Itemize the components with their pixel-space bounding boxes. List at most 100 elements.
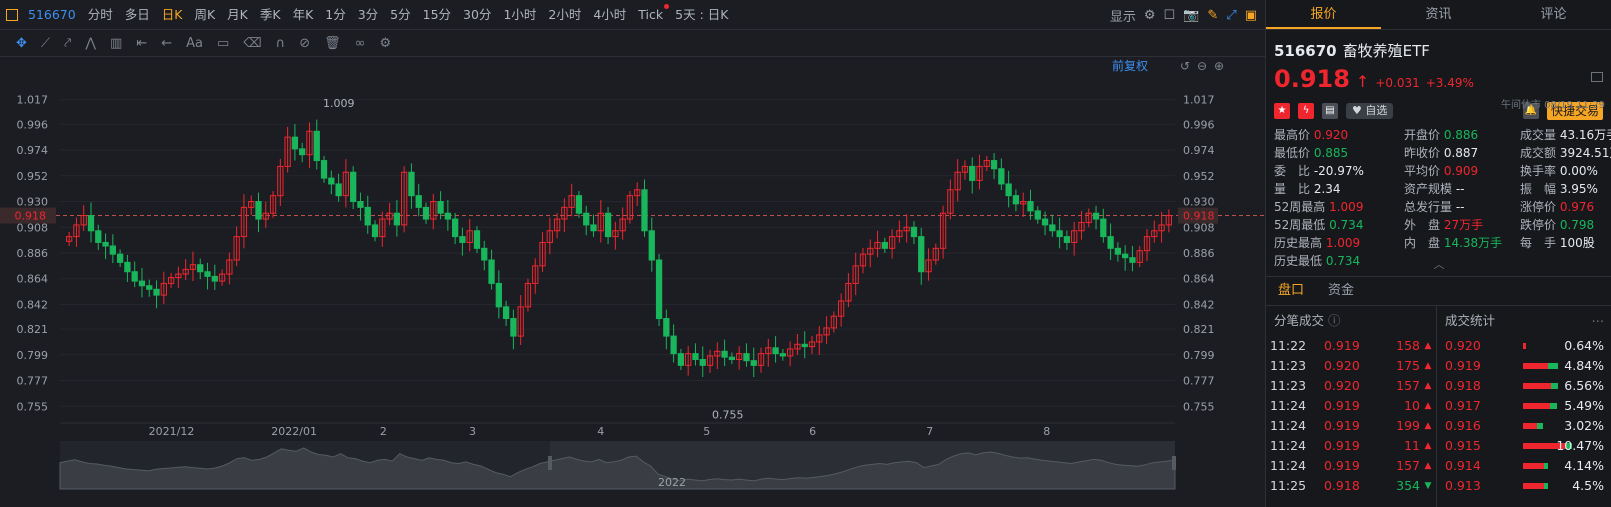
range-tool-icon[interactable]: ⇤ (136, 36, 148, 51)
zoom-out-icon[interactable]: ⊖ (1197, 59, 1207, 73)
bolt-icon[interactable]: ϟ (1298, 103, 1314, 119)
bell-icon[interactable]: 🔔 (1522, 103, 1539, 119)
arrow-tool-icon[interactable]: ← (161, 36, 173, 51)
period-tab[interactable]: 15分 (422, 6, 452, 22)
gear-icon[interactable]: ⚙ (1143, 7, 1156, 23)
candle-body (823, 327, 830, 336)
period-tab[interactable]: 分时 (87, 6, 113, 22)
period-tab[interactable]: 5天 : 日K (675, 6, 729, 22)
quote-field-label: 委 比 (1274, 164, 1314, 178)
checkbox-icon[interactable]: ☐ (1163, 7, 1176, 23)
navigator-handle-left[interactable] (548, 456, 552, 470)
period-tab[interactable]: 1小时 (503, 6, 537, 22)
fib-tool-icon[interactable]: ▥ (110, 36, 123, 51)
x-tick-label: 6 (809, 425, 816, 438)
candle-body (808, 341, 816, 348)
ray-tool-icon[interactable]: ⤤ (64, 36, 72, 51)
quote-tab[interactable]: 资讯 (1425, 7, 1452, 22)
quote-field-value: 0.885 (1313, 146, 1349, 160)
y-tick-label: 0.952 (17, 170, 49, 183)
quick-trade-button[interactable]: 快捷交易 (1546, 102, 1603, 120)
adjust-mode-button[interactable]: 前复权 (1112, 58, 1148, 73)
wave-tool-icon[interactable]: ⋀ (85, 36, 97, 51)
stat-percent: 3.02% (1564, 418, 1604, 433)
last-price-tag-left (0, 207, 56, 224)
popout-icon[interactable] (1591, 72, 1603, 82)
settings-icon[interactable]: ⚙ (379, 36, 392, 51)
period-tab[interactable]: 月K (227, 6, 248, 22)
line-tool-icon[interactable]: ⟋ (40, 36, 51, 51)
link-icon[interactable]: ∞ (354, 36, 366, 51)
kline-chart[interactable]: 前复权 ↺ ⊖ ⊕ 1.017 1.017 0.996 0.996 0.974 0.974 0.95… (0, 58, 1265, 507)
camera-icon[interactable]: 📷 (1183, 7, 1200, 23)
quote-tab[interactable]: 评论 (1540, 7, 1567, 22)
collapse-chevron-icon[interactable]: ︿ (1433, 258, 1445, 271)
candle-body (211, 275, 218, 282)
chart-panel: 516670 分时 多日 日K 周K 月K 季K 年K 1分 3分 5分 15分 30分 1小时 2小时 4… (0, 0, 1265, 507)
period-tab[interactable]: 日K (161, 6, 183, 22)
candle-body (787, 348, 794, 357)
quote-field-value: 0.909 (1443, 164, 1479, 178)
magnet-icon[interactable]: ∩ (275, 36, 286, 51)
star-flag-icon[interactable]: ★ (1274, 103, 1290, 119)
text-tool[interactable]: Aa (186, 36, 203, 51)
navigator-handle-right[interactable] (1172, 456, 1176, 470)
candle-body (794, 343, 801, 350)
candle-body (830, 315, 837, 329)
quote-tab[interactable]: 报价 (1266, 0, 1381, 29)
quote-panel: 报价 资讯 评论 516670 畜牧养殖ETF 0.918 ↑ +0.031 +3.4… (1265, 0, 1611, 507)
candle-body (1071, 230, 1078, 243)
candle-body (415, 195, 422, 208)
zoom-in-icon[interactable]: ⊕ (1214, 59, 1224, 73)
note-icon[interactable]: ▤ (1322, 103, 1338, 119)
candle-body (1020, 201, 1027, 205)
period-tab[interactable]: 5分 (390, 6, 411, 22)
candle-body (546, 230, 553, 243)
period-tab[interactable]: 多日 (124, 6, 150, 22)
navigator-year-label: 2022 (658, 476, 686, 489)
period-tab[interactable]: 2小时 (548, 6, 582, 22)
symbol-code[interactable]: 516670 (28, 6, 76, 22)
kline-svg[interactable]: 前复权 ↺ ⊖ ⊕ 1.017 1.017 0.996 0.996 0.974 0.974 0.95… (0, 58, 1265, 507)
quote-field-label: 涨停价 (1520, 200, 1560, 214)
period-tab[interactable]: 季K (259, 6, 281, 22)
candle-body (765, 347, 772, 355)
candle-body (801, 343, 808, 348)
period-tab[interactable]: 4小时 (593, 6, 627, 22)
candle-body (692, 353, 699, 360)
trash-icon[interactable]: 🗑 (324, 36, 341, 51)
layout-icon[interactable] (6, 8, 18, 21)
depth-tab[interactable]: 资金 (1328, 283, 1355, 298)
depth-tab[interactable]: 盘口 (1278, 283, 1305, 298)
crosshair-icon[interactable]: ✥ (16, 36, 27, 51)
quote-field-value: 43.16万手 (1559, 128, 1611, 142)
eraser-icon[interactable]: ⌫ (243, 36, 262, 51)
more-icon[interactable]: ⋯ (1591, 313, 1605, 328)
candle-body (568, 195, 575, 208)
period-tab[interactable]: 3分 (357, 6, 379, 22)
quote-field: 涨停价 0.976 (1520, 199, 1611, 215)
change-value: +0.031 (1375, 76, 1420, 90)
candle-body (1027, 201, 1034, 212)
pencil-icon[interactable]: ✎ (1207, 7, 1219, 23)
expand-icon[interactable]: ⤢ (1226, 7, 1237, 23)
candle-body (430, 201, 437, 220)
period-tab[interactable]: Tick (632, 0, 669, 30)
help-icon[interactable]: ⓘ (1328, 313, 1341, 328)
eye-off-icon[interactable]: ⊘ (299, 36, 311, 51)
candle-body (371, 224, 379, 238)
stats-header: 成交统计 ⋯ (1437, 306, 1611, 336)
period-tab[interactable]: 周K (194, 6, 216, 22)
period-tab[interactable]: 年K (292, 6, 314, 22)
comment-icon[interactable]: ▭ (216, 36, 230, 51)
price-line: 0.918 ↑ +0.031 +3.49% (1274, 65, 1603, 93)
display-button[interactable]: 显示 (1109, 9, 1136, 25)
period-tab[interactable]: 30分 (463, 6, 492, 22)
sidebar-toggle-icon[interactable]: ▣ (1244, 7, 1257, 23)
stat-bar-sell (1523, 443, 1565, 449)
candle-body (66, 236, 73, 242)
reset-icon[interactable]: ↺ (1180, 59, 1190, 73)
watchlist-button[interactable]: ♥ 自选 (1346, 103, 1394, 119)
period-tab[interactable]: 1分 (325, 6, 346, 22)
candle-body (1085, 212, 1092, 224)
